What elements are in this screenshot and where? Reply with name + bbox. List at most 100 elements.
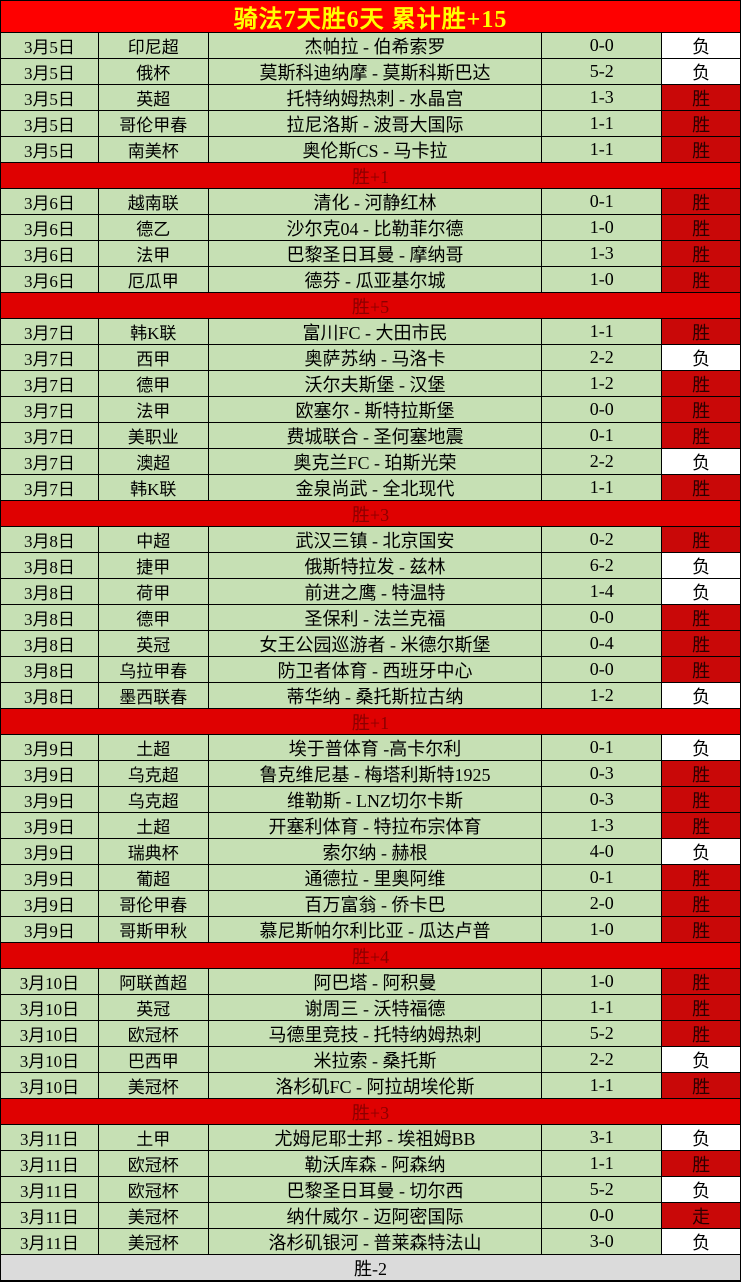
date-cell: 3月10日	[1, 995, 99, 1020]
separator-row: 胜+5	[1, 293, 741, 319]
result-cell: 胜	[662, 657, 741, 682]
league-cell: 中超	[98, 527, 209, 552]
match-cell: 奥克兰FC - 珀斯光荣	[208, 449, 543, 474]
match-cell: 埃于普体育 -高卡尔利	[208, 735, 543, 760]
match-cell: 前进之鹰 - 特温特	[208, 579, 543, 604]
date-cell: 3月6日	[1, 189, 99, 214]
table-row: 3月8日 捷甲 俄斯特拉发 - 兹林 6-2 负	[1, 553, 741, 579]
table-row: 3月9日 哥斯甲秋 慕尼斯帕尔利比亚 - 瓜达卢普 1-0 胜	[1, 917, 741, 943]
result-cell: 胜	[662, 813, 741, 838]
league-cell: 法甲	[98, 241, 209, 266]
score-cell: 3-1	[542, 1125, 663, 1150]
league-cell: 乌拉甲春	[98, 657, 209, 682]
table-row: 3月8日 乌拉甲春 防卫者体育 - 西班牙中心 0-0 胜	[1, 657, 741, 683]
result-cell: 胜	[662, 267, 741, 292]
match-cell: 圣保利 - 法兰克福	[208, 605, 543, 630]
match-cell: 纳什威尔 - 迈阿密国际	[208, 1203, 543, 1228]
league-cell: 葡超	[98, 865, 209, 890]
league-cell: 德甲	[98, 605, 209, 630]
match-cell: 沃尔夫斯堡 - 汉堡	[208, 371, 543, 396]
result-cell: 负	[662, 579, 741, 604]
score-cell: 1-3	[542, 241, 663, 266]
score-cell: 1-1	[542, 1073, 663, 1098]
date-cell: 3月9日	[1, 761, 99, 786]
date-cell: 3月10日	[1, 1047, 99, 1072]
result-cell: 胜	[662, 995, 741, 1020]
table-row: 3月10日 美冠杯 洛杉矶FC - 阿拉胡埃伦斯 1-1 胜	[1, 1073, 741, 1099]
date-cell: 3月9日	[1, 891, 99, 916]
match-cell: 维勒斯 - LNZ切尔卡斯	[208, 787, 543, 812]
match-cell: 蒂华纳 - 桑托斯拉古纳	[208, 683, 543, 708]
result-cell: 胜	[662, 917, 741, 942]
table-row: 3月5日 印尼超 杰帕拉 - 伯希索罗 0-0 负	[1, 33, 741, 59]
result-cell: 胜	[662, 605, 741, 630]
score-cell: 5-2	[542, 1177, 663, 1202]
separator-total-label: 胜+3	[351, 1102, 390, 1123]
match-cell: 谢周三 - 沃特福德	[208, 995, 543, 1020]
date-cell: 3月11日	[1, 1125, 99, 1150]
result-cell: 胜	[662, 631, 741, 656]
league-cell: 土甲	[98, 1125, 209, 1150]
match-cell: 索尔纳 - 赫根	[208, 839, 543, 864]
match-cell: 德芬 - 瓜亚基尔城	[208, 267, 543, 292]
league-cell: 美冠杯	[98, 1203, 209, 1228]
running-total-label: 胜-2	[354, 1258, 387, 1279]
score-cell: 4-0	[542, 839, 663, 864]
date-cell: 3月11日	[1, 1229, 99, 1254]
date-cell: 3月8日	[1, 579, 99, 604]
result-cell: 胜	[662, 761, 741, 786]
score-cell: 1-1	[542, 995, 663, 1020]
date-cell: 3月6日	[1, 215, 99, 240]
table-row: 3月8日 荷甲 前进之鹰 - 特温特 1-4 负	[1, 579, 741, 605]
score-cell: 1-3	[542, 813, 663, 838]
score-cell: 1-0	[542, 969, 663, 994]
league-cell: 南美杯	[98, 137, 209, 162]
match-cell: 开塞利体育 - 特拉布宗体育	[208, 813, 543, 838]
match-cell: 奥伦斯CS - 马卡拉	[208, 137, 543, 162]
table-row: 3月10日 欧冠杯 马德里竞技 - 托特纳姆热刺 5-2 胜	[1, 1021, 741, 1047]
result-cell: 负	[662, 683, 741, 708]
table-row: 3月8日 英冠 女王公园巡游者 - 米德尔斯堡 0-4 胜	[1, 631, 741, 657]
table-row: 3月11日 欧冠杯 巴黎圣日耳曼 - 切尔西 5-2 负	[1, 1177, 741, 1203]
league-cell: 捷甲	[98, 553, 209, 578]
result-cell: 胜	[662, 891, 741, 916]
table-row: 3月7日 韩K联 金泉尚武 - 全北现代 1-1 胜	[1, 475, 741, 501]
separator-total-label: 胜+4	[351, 946, 390, 967]
separator-total-label: 胜+1	[351, 166, 390, 187]
table-row: 3月7日 西甲 奥萨苏纳 - 马洛卡 2-2 负	[1, 345, 741, 371]
table-row: 3月7日 美职业 费城联合 - 圣何塞地震 0-1 胜	[1, 423, 741, 449]
match-cell: 尤姆尼耶士邦 - 埃祖姆BB	[208, 1125, 543, 1150]
result-cell: 胜	[662, 215, 741, 240]
league-cell: 澳超	[98, 449, 209, 474]
table-row: 3月8日 墨西联春 蒂华纳 - 桑托斯拉古纳 1-2 负	[1, 683, 741, 709]
match-cell: 金泉尚武 - 全北现代	[208, 475, 543, 500]
result-cell: 负	[662, 1047, 741, 1072]
date-cell: 3月9日	[1, 787, 99, 812]
match-cell: 富川FC - 大田市民	[208, 319, 543, 344]
date-cell: 3月8日	[1, 527, 99, 552]
league-cell: 俄杯	[98, 59, 209, 84]
score-cell: 3-0	[542, 1229, 663, 1254]
league-cell: 乌克超	[98, 787, 209, 812]
date-cell: 3月11日	[1, 1203, 99, 1228]
league-cell: 英超	[98, 85, 209, 110]
score-cell: 2-0	[542, 891, 663, 916]
table-row: 3月11日 欧冠杯 勒沃库森 - 阿森纳 1-1 胜	[1, 1151, 741, 1177]
league-cell: 德乙	[98, 215, 209, 240]
match-cell: 奥萨苏纳 - 马洛卡	[208, 345, 543, 370]
score-cell: 0-0	[542, 397, 663, 422]
score-cell: 0-1	[542, 735, 663, 760]
match-cell: 巴黎圣日耳曼 - 切尔西	[208, 1177, 543, 1202]
separator-row: 胜+4	[1, 943, 741, 969]
score-cell: 5-2	[542, 59, 663, 84]
score-cell: 0-1	[542, 865, 663, 890]
result-cell: 负	[662, 1125, 741, 1150]
separator-row: 胜+3	[1, 501, 741, 527]
result-cell: 胜	[662, 969, 741, 994]
league-cell: 英冠	[98, 995, 209, 1020]
match-cell: 慕尼斯帕尔利比亚 - 瓜达卢普	[208, 917, 543, 942]
score-cell: 0-3	[542, 761, 663, 786]
table-row: 3月11日 美冠杯 纳什威尔 - 迈阿密国际 0-0 走	[1, 1203, 741, 1229]
score-cell: 1-1	[542, 475, 663, 500]
table-row: 3月9日 土超 埃于普体育 -高卡尔利 0-1 负	[1, 735, 741, 761]
